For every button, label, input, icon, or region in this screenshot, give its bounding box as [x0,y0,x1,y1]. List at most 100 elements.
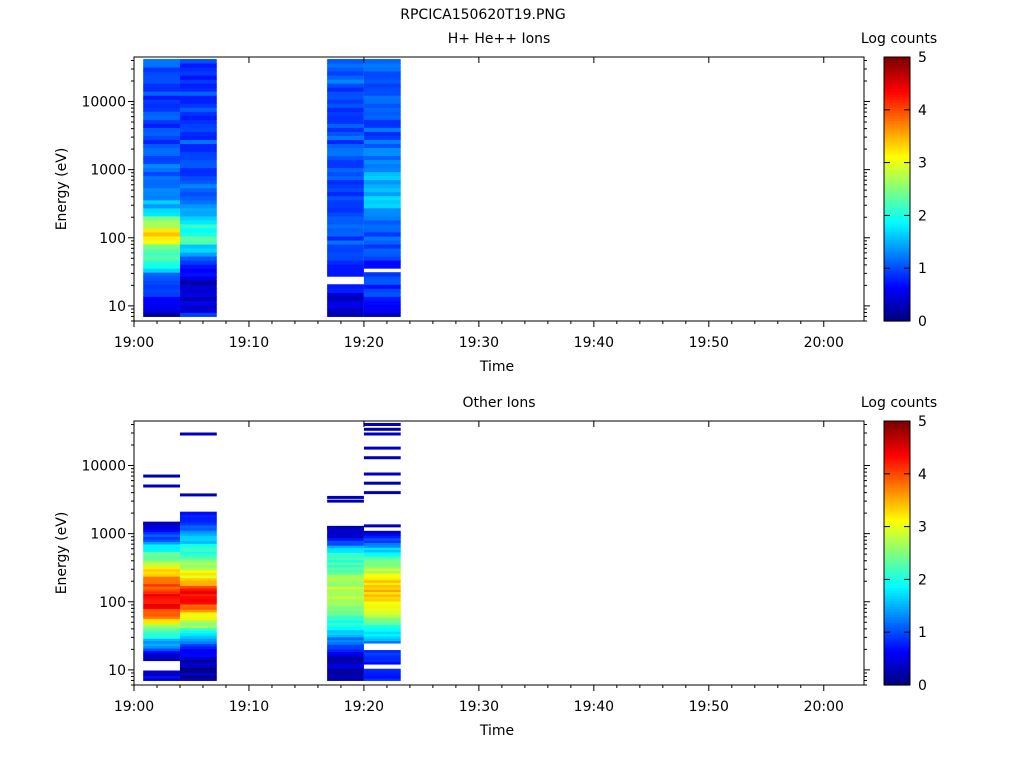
energy-cell [363,71,401,76]
energy-cell [327,167,364,173]
energy-cell [363,540,401,543]
energy-cell [143,75,180,80]
energy-cell [179,556,217,560]
energy-cell [327,537,364,541]
energy-cell [363,605,401,609]
energy-cell [143,59,180,64]
colorbar-swatch [884,497,910,501]
energy-cell [143,630,180,634]
colorbar-swatch [884,489,910,493]
colorbar-swatch [884,502,910,507]
energy-cell [327,566,364,570]
colorbar-swatch [884,679,910,683]
colorbar-swatch [884,553,910,557]
colorbar-swatch [884,247,910,251]
energy-cell [363,650,401,653]
energy-cell [327,547,364,551]
isolated-count-line [363,491,401,495]
energy-cell [143,207,180,213]
time-bin [143,59,180,317]
page-title: RPCICA150620T19.PNG [400,7,565,23]
colorbar-swatch [884,571,910,575]
colorbar-swatch [884,616,910,620]
energy-cell [143,159,180,165]
colorbar-swatch [884,297,910,301]
colorbar-swatch [884,539,910,544]
panel-h-he-ions: H+ He++ Ions 19:00 19:10 19:20 19:30 19:40 19:… [54,31,937,375]
energy-cell [143,566,180,570]
energy-cell [179,296,217,301]
time-bin [179,432,217,681]
energy-cell [179,155,217,161]
colorbar-tick-label: 0 [918,678,927,694]
colorbar-swatch [884,434,910,438]
isolated-count-line [363,446,401,450]
energy-cell [179,163,217,169]
energy-cell [179,236,217,241]
energy-cell [327,615,364,619]
energy-cell [363,99,401,104]
colorbar-swatch [884,677,910,681]
energy-cell [179,585,217,589]
energy-cell [143,571,180,575]
colorbar-label: Log counts [861,395,937,411]
energy-cell [363,135,401,140]
energy-cell [363,280,401,285]
colorbar-swatch [884,439,910,443]
colorbar-swatch [884,146,910,150]
energy-cell [179,514,217,518]
energy-cell [179,135,217,140]
colorbar-swatch [884,505,910,509]
energy-cell [327,163,364,169]
energy-cell [179,260,217,265]
colorbar-swatch [884,645,910,649]
time-bin [363,422,401,681]
colorbar-swatch [884,170,910,174]
colorbar-swatch [884,600,910,604]
energy-cell [327,264,364,269]
energy-cell [363,103,401,108]
energy-cell [327,248,364,253]
energy-cell [143,568,180,572]
colorbar-swatch [884,159,910,164]
energy-cell [363,610,401,614]
colorbar-swatch [884,671,910,676]
energy-cell [143,615,180,619]
energy-cell [143,643,180,647]
energy-cell [327,75,364,80]
energy-cell [327,99,364,104]
energy-cell [363,211,401,217]
x-tick-label: 19:50 [689,699,729,715]
energy-cell [363,67,401,72]
colorbar-swatch [884,582,910,586]
energy-cell [327,127,364,132]
colorbar-swatch [884,191,910,195]
colorbar-swatch [884,545,910,549]
colorbar-swatch [884,86,910,90]
energy-cell [327,83,364,88]
colorbar-swatch [884,109,910,114]
energy-cell [143,179,180,185]
energy-cell [179,199,217,205]
energy-cell [363,195,401,201]
colorbar-swatch [884,302,910,306]
plot-frame [133,56,865,322]
energy-cell [327,87,364,92]
colorbar-swatch [884,531,910,536]
energy-cell [179,675,217,679]
colorbar-swatch [884,579,910,583]
energy-cell [363,659,401,663]
energy-cell [327,627,364,631]
energy-cell [363,673,401,677]
energy-cell [143,115,180,120]
energy-cell [179,264,217,269]
colorbar-swatch [884,215,910,219]
colorbar-swatch [884,674,910,678]
colorbar-swatch [884,555,910,559]
energy-cell [327,284,364,289]
energy-cell [327,545,364,549]
colorbar-swatch [884,558,910,562]
colorbar-swatch [884,91,910,95]
colorbar-swatch [884,125,910,129]
energy-cell [179,543,217,547]
